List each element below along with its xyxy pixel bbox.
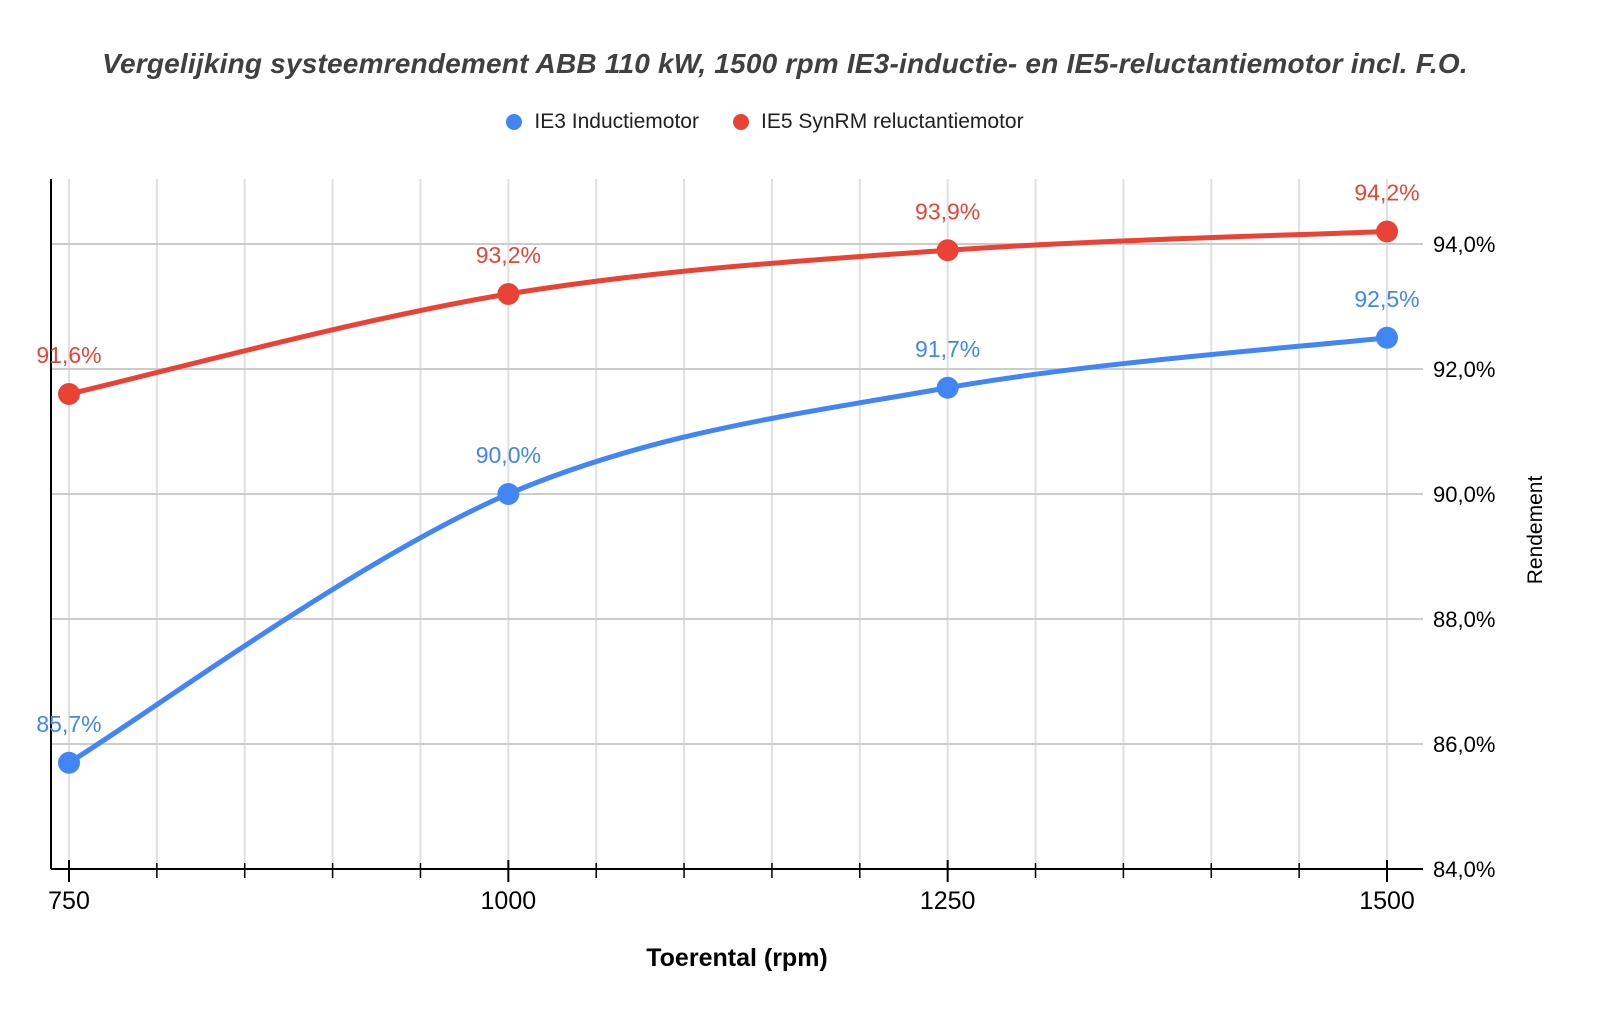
y-tick-label: 88,0% [1433, 607, 1495, 632]
x-axis-title: Toerental (rpm) [646, 944, 828, 972]
y-axis-title: Rendement [1524, 476, 1547, 585]
data-label: 93,9% [915, 198, 980, 224]
y-tick-label: 86,0% [1433, 732, 1495, 757]
data-point-1-750[interactable] [58, 383, 80, 405]
legend-item-ie3[interactable]: IE3 Inductiemotor [506, 110, 699, 134]
data-point-0-1250[interactable] [936, 376, 959, 399]
legend-dot-ie5-icon [732, 114, 749, 130]
y-tick-label: 92,0% [1433, 357, 1495, 382]
legend-label-ie5: IE5 SynRM reluctantiemotor [760, 110, 1024, 133]
data-label: 93,2% [476, 242, 541, 268]
legend-label-ie3: IE3 Inductiemotor [534, 110, 699, 133]
data-label: 94,2% [1354, 180, 1419, 206]
x-tick-label: 1500 [1359, 887, 1415, 915]
legend-item-ie5[interactable]: IE5 SynRM reluctantiemotor [732, 110, 1024, 134]
data-point-0-1500[interactable] [1376, 326, 1398, 349]
data-label: 91,7% [915, 336, 980, 362]
y-tick-label: 90,0% [1433, 482, 1495, 507]
y-tick-label: 84,0% [1433, 857, 1495, 882]
data-label: 85,7% [36, 711, 101, 737]
data-point-0-750[interactable] [58, 751, 80, 774]
chart-title: Vergelijking systeemrendement ABB 110 kW… [102, 48, 1468, 79]
data-label: 91,6% [36, 342, 101, 368]
series-line-0 [66, 335, 1390, 766]
y-tick-label: 94,0% [1433, 232, 1495, 257]
legend-dot-ie3-icon [506, 114, 523, 130]
data-point-1-1000[interactable] [497, 283, 520, 305]
series-line-1 [66, 229, 1390, 397]
data-label: 90,0% [476, 442, 541, 468]
data-point-1-1250[interactable] [936, 239, 959, 262]
data-point-0-1000[interactable] [497, 483, 520, 505]
x-tick-label: 750 [48, 887, 90, 915]
x-tick-label: 1250 [920, 887, 976, 915]
x-tick-label: 1000 [481, 887, 537, 915]
data-point-1-1500[interactable] [1376, 220, 1398, 243]
chart-legend: IE3 Inductiemotor IE5 SynRM reluctantiem… [0, 110, 1530, 134]
data-label: 92,5% [1354, 286, 1419, 312]
